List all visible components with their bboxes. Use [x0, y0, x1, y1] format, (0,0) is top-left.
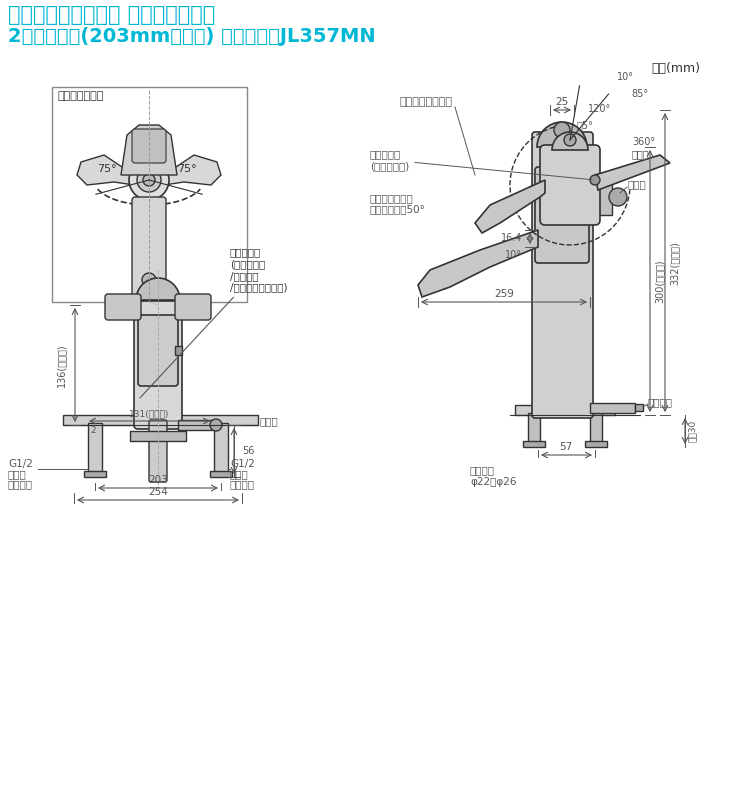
Bar: [63, 415, 258, 425]
Circle shape: [143, 174, 155, 186]
Polygon shape: [475, 180, 545, 233]
FancyBboxPatch shape: [540, 145, 600, 225]
Text: 取付穴径
φ22～φ26: 取付穴径 φ22～φ26: [470, 465, 517, 486]
Text: 75°: 75°: [177, 164, 197, 174]
Text: 332(比水時): 332(比水時): [669, 241, 679, 285]
Wedge shape: [537, 122, 587, 147]
Text: 25: 25: [555, 97, 568, 107]
Text: レバー切換
(ストレート
/シャワー
/クリーンシャワー): レバー切換 (ストレート /シャワー /クリーンシャワー): [140, 248, 287, 398]
Text: 分岐栓: 分岐栓: [627, 179, 646, 189]
Text: 57: 57: [560, 442, 573, 452]
Circle shape: [129, 160, 169, 200]
Text: 259: 259: [494, 289, 514, 299]
Text: 254: 254: [148, 487, 168, 497]
Bar: [84, 471, 106, 477]
Bar: [590, 403, 635, 413]
Bar: [585, 441, 607, 447]
FancyBboxPatch shape: [132, 197, 166, 300]
Polygon shape: [418, 230, 538, 297]
Circle shape: [554, 122, 570, 138]
FancyBboxPatch shape: [175, 294, 211, 320]
Text: 2: 2: [90, 426, 96, 435]
Polygon shape: [164, 155, 221, 185]
Text: G1/2: G1/2: [230, 459, 255, 469]
FancyBboxPatch shape: [132, 129, 166, 163]
Circle shape: [609, 188, 627, 206]
Text: 300(止水時): 300(止水時): [654, 259, 664, 303]
Text: 75°: 75°: [98, 164, 117, 174]
Text: 取付面: 取付面: [260, 416, 279, 426]
FancyBboxPatch shape: [535, 167, 589, 263]
Bar: [88, 423, 102, 473]
Wedge shape: [136, 278, 180, 300]
Bar: [528, 413, 540, 443]
Text: 136(参考値): 136(参考値): [56, 343, 66, 387]
Text: 120°: 120°: [588, 104, 612, 114]
Text: 単位(mm): 単位(mm): [651, 62, 700, 75]
Bar: [590, 177, 612, 215]
Text: 食器洗い乾燥機専用 分岐水栓取付時: 食器洗い乾燥機専用 分岐水栓取付時: [8, 5, 215, 25]
FancyBboxPatch shape: [138, 315, 178, 386]
FancyBboxPatch shape: [105, 294, 141, 320]
Text: 16.4: 16.4: [501, 233, 522, 243]
Text: 56: 56: [242, 446, 254, 456]
Text: 131(参考値): 131(参考値): [129, 409, 170, 418]
Text: 360°
調整可: 360° 調整可: [632, 138, 656, 159]
Bar: [52, 87, 247, 302]
Circle shape: [564, 134, 576, 146]
Text: G1/2: G1/2: [8, 459, 33, 469]
Text: 2ホール水栓(203mmピッチ) 図面品番：JL357MN: 2ホール水栓(203mmピッチ) 図面品番：JL357MN: [8, 27, 376, 46]
Polygon shape: [77, 155, 134, 185]
Text: 10°: 10°: [616, 72, 634, 82]
Text: 浄水器回転角度: 浄水器回転角度: [58, 91, 104, 101]
Bar: [178, 420, 213, 430]
Bar: [523, 441, 545, 447]
Text: 最大30: 最大30: [688, 420, 697, 442]
Polygon shape: [121, 125, 177, 175]
Bar: [130, 431, 186, 441]
Text: レバーハンドル
回転角度左右50°: レバーハンドル 回転角度左右50°: [370, 193, 426, 214]
Text: 203: 203: [148, 475, 168, 485]
FancyBboxPatch shape: [134, 301, 182, 429]
Text: 逆止弁: 逆止弁: [230, 469, 249, 479]
Text: ボタン切換
(浄水／原水): ボタン切換 (浄水／原水): [370, 149, 592, 180]
FancyBboxPatch shape: [532, 132, 593, 418]
Bar: [210, 471, 232, 477]
Wedge shape: [552, 132, 588, 150]
Bar: [590, 413, 602, 443]
Text: 85°: 85°: [632, 89, 649, 99]
FancyBboxPatch shape: [149, 420, 167, 482]
Text: 基5°: 基5°: [577, 120, 593, 130]
Text: スパウト回転角度: スパウト回転角度: [400, 97, 453, 107]
Text: 水抜き栓: 水抜き栓: [648, 397, 673, 407]
Circle shape: [137, 168, 161, 192]
Text: パッキン: パッキン: [8, 479, 33, 489]
Circle shape: [590, 175, 600, 185]
Bar: [515, 405, 615, 415]
Bar: [635, 404, 643, 411]
Text: 10°: 10°: [505, 250, 522, 260]
Circle shape: [142, 273, 156, 287]
Bar: [175, 346, 182, 355]
Bar: [214, 423, 228, 473]
Polygon shape: [595, 155, 670, 190]
Text: 逆止弁: 逆止弁: [8, 469, 27, 479]
Circle shape: [210, 419, 222, 431]
Text: パッキン: パッキン: [230, 479, 255, 489]
